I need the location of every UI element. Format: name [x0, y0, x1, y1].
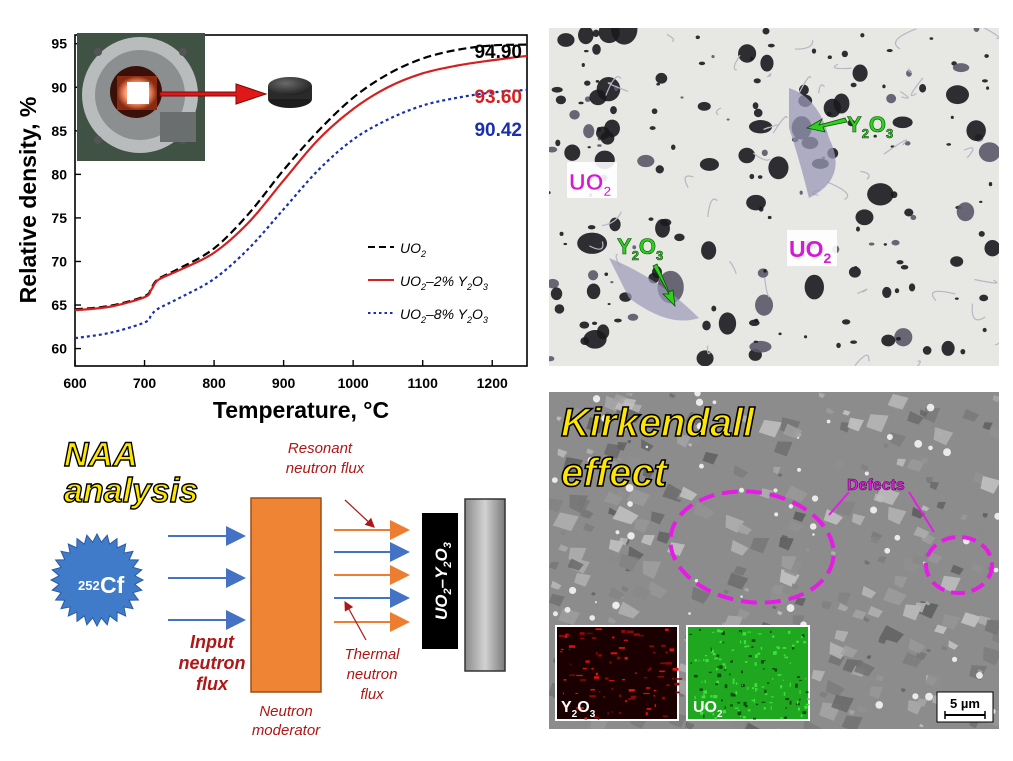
input-flux-line1: Input — [190, 632, 235, 652]
y2o3-phase-region-lower — [609, 258, 699, 321]
legend-label-uo2: UO2 — [400, 240, 426, 259]
x-tick-label: 1100 — [408, 375, 439, 391]
map-label-uo2: UO2 — [693, 699, 723, 720]
uo2-map-inset: UO2 — [686, 625, 811, 721]
micro-label-uo2-right: UO2 — [789, 236, 832, 266]
y-tick-label: 60 — [51, 341, 67, 357]
series-line-2 — [74, 88, 528, 340]
kirkendall-line1: Kirkendall — [561, 401, 755, 445]
micro-label-y2o3-bottom: Y2O3 — [617, 234, 663, 263]
y2o3-top-arrow-icon — [805, 117, 848, 133]
ticks: 600 700 800 900 1000 1100 1200 60 65 70 75 80 85 90 95 — [51, 36, 508, 391]
y-tick-label: 80 — [51, 166, 67, 182]
cf-element: Cf — [100, 572, 125, 598]
microstructure-svg: UO2 UO2 Y2O3 Y2O3 — [549, 28, 999, 366]
sample-block — [422, 513, 458, 649]
y-axis-label: Relative density, % — [15, 97, 41, 304]
series — [74, 43, 528, 340]
defects-label: Defects — [847, 477, 905, 494]
y-tick-label: 90 — [51, 79, 67, 95]
x-tick-label: 700 — [133, 375, 157, 391]
end-label-uo2-2y: 93.60 — [474, 87, 522, 108]
defect-outline-large — [668, 489, 836, 605]
y-tick-label: 85 — [51, 123, 67, 139]
plot-frame — [74, 34, 528, 367]
sem-image: Kirkendall effect Defects Y2O3 UO2 5 µm — [549, 392, 999, 729]
thermal-line2: neutron — [347, 666, 398, 683]
photo-arrow-icon — [159, 83, 268, 105]
x-tick-label: 900 — [272, 375, 296, 391]
resonant-line1: Resonant — [288, 440, 353, 457]
sem-svg: Kirkendall effect Defects Y2O3 UO2 5 µm — [549, 392, 999, 729]
thermal-line3: flux — [360, 686, 384, 703]
scale-bar-label: 5 µm — [950, 696, 980, 711]
axes — [74, 34, 528, 367]
resonant-line2: neutron flux — [286, 460, 365, 477]
defect-outline-small — [924, 535, 994, 595]
sample-label: UO2–Y2O3 — [432, 542, 454, 620]
pellet-image — [268, 77, 312, 108]
legend-label-uo2-2y: UO2–2% Y2O3 — [400, 273, 488, 292]
input-arrows — [168, 526, 246, 630]
thermal-line1: Thermal — [344, 646, 400, 663]
end-label-uo2-8y: 90.42 — [474, 120, 522, 141]
neutron-moderator-block — [250, 497, 322, 693]
y2o3-map-inset: Y2O3 — [555, 625, 683, 721]
y2o3-bottom-arrow-icon — [652, 263, 676, 308]
legend-label-uo2-8y: UO2–8% Y2O3 — [400, 306, 488, 325]
furnace-photo — [77, 33, 205, 161]
cf-mass-number: 252 — [78, 578, 100, 593]
input-flux-line2: neutron — [179, 653, 246, 673]
x-tick-label: 600 — [63, 375, 87, 391]
x-tick-label: 800 — [202, 375, 226, 391]
micro-label-y2o3-top: Y2O3 — [847, 112, 893, 141]
input-flux-line3: flux — [196, 674, 229, 694]
detector-block — [464, 498, 506, 672]
microstructure-image: UO2 UO2 Y2O3 Y2O3 — [549, 28, 999, 366]
naa-title-line2: analysis — [64, 472, 198, 510]
x-tick-label: 1200 — [477, 375, 508, 391]
x-tick-label: 1000 — [338, 375, 369, 391]
series-line-1 — [74, 54, 528, 312]
naa-diagram: NAA analysis 252 Cf Input neutron flux N… — [49, 435, 506, 739]
y-tick-label: 70 — [51, 253, 67, 269]
sem-texture — [549, 392, 999, 729]
output-arrows — [334, 520, 410, 632]
density-chart: 600 700 800 900 1000 1100 1200 60 65 70 75 80 85 90 95… — [15, 33, 528, 423]
scale-bar: 5 µm — [936, 691, 994, 723]
cf-source-icon: 252 Cf — [49, 532, 145, 628]
y-tick-label: 65 — [51, 297, 67, 313]
moderator-line1: Neutron — [259, 703, 312, 720]
y-tick-label: 75 — [51, 210, 67, 226]
map-label-y2o3: Y2O3 — [561, 699, 596, 720]
chart-legend: UO2 UO2–2% Y2O3 UO2–8% Y2O3 — [368, 240, 488, 325]
y2o3-phase-region — [789, 88, 836, 198]
naa-title-line1: NAA — [64, 436, 138, 474]
end-label-uo2: 94.90 — [474, 42, 522, 63]
moderator-line2: moderator — [252, 722, 321, 739]
x-axis-label: Temperature, °C — [213, 397, 389, 423]
y-tick-label: 95 — [51, 36, 67, 52]
kirkendall-line2: effect — [561, 451, 669, 495]
